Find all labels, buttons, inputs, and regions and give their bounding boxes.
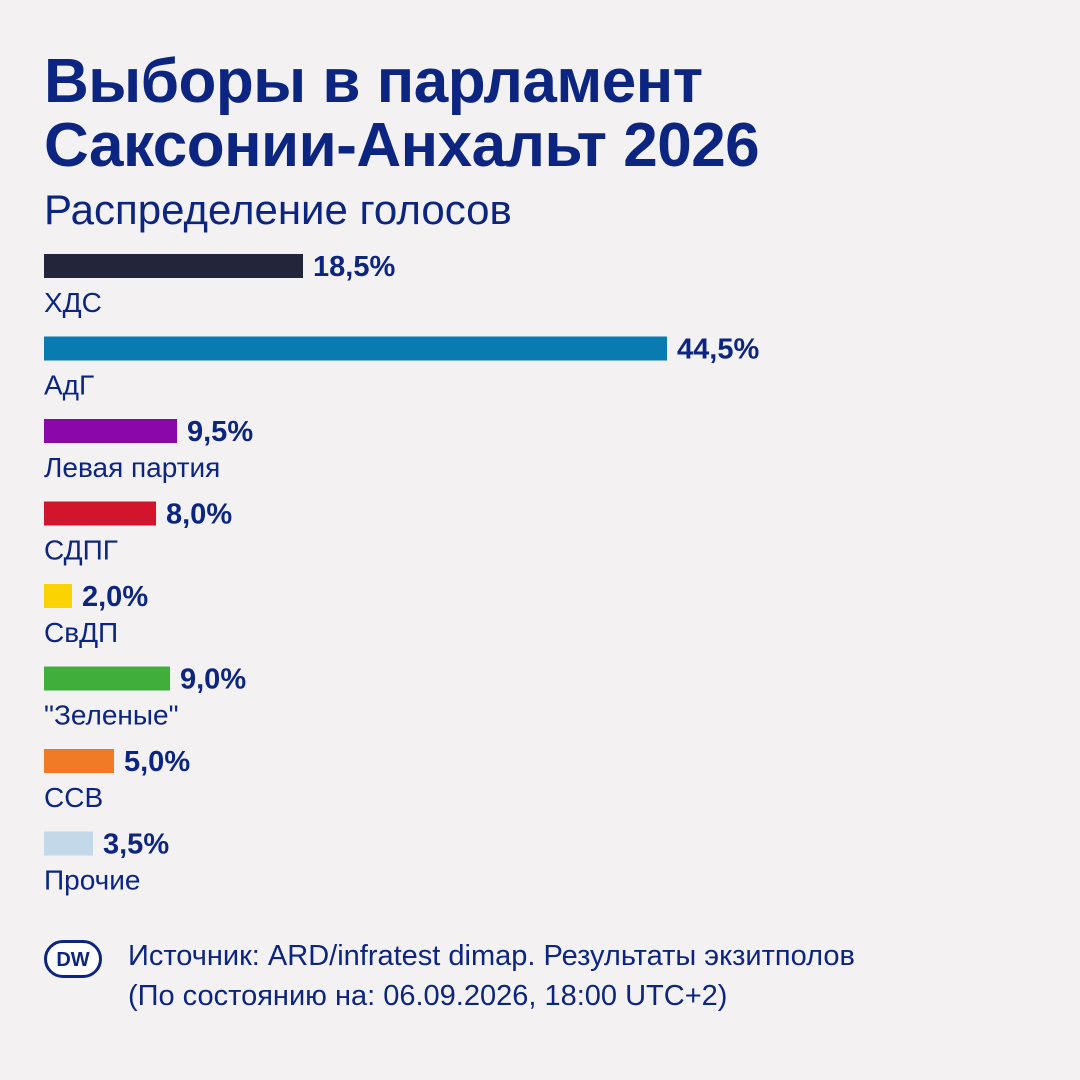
bar-value-label: 5,0%: [124, 746, 190, 778]
source-line-1: Источник: ARD/infratest dimap. Результат…: [128, 940, 855, 972]
bar-4: [44, 584, 72, 608]
bar-value-label: 3,5%: [103, 829, 169, 861]
bar-value-label: 8,0%: [166, 499, 232, 531]
footer: DW Источник: ARD/infratest dimap. Резуль…: [44, 936, 1054, 1026]
category-label: АдГ: [44, 370, 94, 401]
category-label: ССВ: [44, 782, 103, 813]
category-label: Левая партия: [44, 452, 220, 483]
dw-logo-icon: DW: [44, 940, 102, 978]
bar-7: [44, 831, 93, 856]
category-label: Прочие: [44, 865, 140, 896]
bar-value-label: 9,0%: [180, 664, 246, 696]
bar-1: [44, 336, 667, 361]
bar-0: [44, 254, 303, 278]
category-label: "Зеленые": [44, 700, 179, 731]
category-label: ХДС: [44, 287, 102, 318]
bar-2: [44, 419, 177, 443]
category-label: СДПГ: [44, 535, 118, 566]
source-line-2: (По состоянию на: 06.09.2026, 18:00 UTC+…: [128, 980, 728, 1012]
dw-logo-mark: DW: [56, 949, 89, 971]
title-line-2: Саксонии-Анхальт 2026: [44, 111, 760, 180]
bar-3: [44, 501, 156, 526]
bar-value-label: 9,5%: [187, 416, 253, 448]
bar-5: [44, 666, 170, 691]
bar-value-label: 18,5%: [313, 251, 395, 283]
dw-logo-text: DW: [56, 949, 89, 971]
category-label: СвДП: [44, 617, 118, 648]
source-note: Источник: ARD/infratest dimap. Результат…: [128, 936, 1058, 1016]
bar-value-label: 2,0%: [82, 581, 148, 613]
bar-value-label: 44,5%: [677, 334, 759, 366]
subtitle: Распределение голосов: [44, 186, 512, 233]
bar-6: [44, 749, 114, 773]
page-title: Выборы в парламент Саксонии-Анхальт 2026: [44, 50, 1044, 178]
title-line-1: Выборы в парламент: [44, 47, 703, 116]
